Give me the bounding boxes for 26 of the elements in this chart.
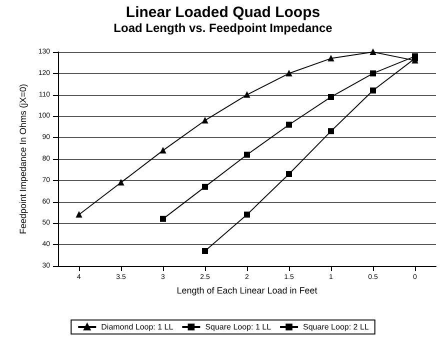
point xyxy=(244,92,250,98)
point xyxy=(202,117,208,124)
chart-subtitle: Load Length vs. Feedpoint Impedance xyxy=(114,21,333,35)
point xyxy=(202,248,208,254)
point xyxy=(286,170,292,177)
x-axis-title: Length of Each Linear Load in Feet xyxy=(176,285,318,296)
legend-label: Diamond Loop: 1 LL xyxy=(101,322,174,332)
y-axis-title: Feedpoint Impedance In Ohms (jX=0) xyxy=(18,84,28,234)
point xyxy=(328,128,334,134)
point xyxy=(118,180,124,186)
legend-label: Square Loop: 1 LL xyxy=(205,322,272,332)
point xyxy=(370,88,376,94)
point xyxy=(160,147,166,154)
point xyxy=(370,70,376,76)
point xyxy=(76,212,82,218)
legend-label: Square Loop: 2 LL xyxy=(303,322,370,332)
point xyxy=(286,70,292,76)
point xyxy=(202,184,208,190)
point xyxy=(370,49,376,55)
point xyxy=(160,216,166,222)
point xyxy=(328,55,334,62)
point xyxy=(286,122,292,128)
point xyxy=(328,94,334,100)
chart-title: Linear Loaded Quad Loops xyxy=(126,4,320,21)
point xyxy=(244,152,250,158)
point xyxy=(244,212,250,218)
